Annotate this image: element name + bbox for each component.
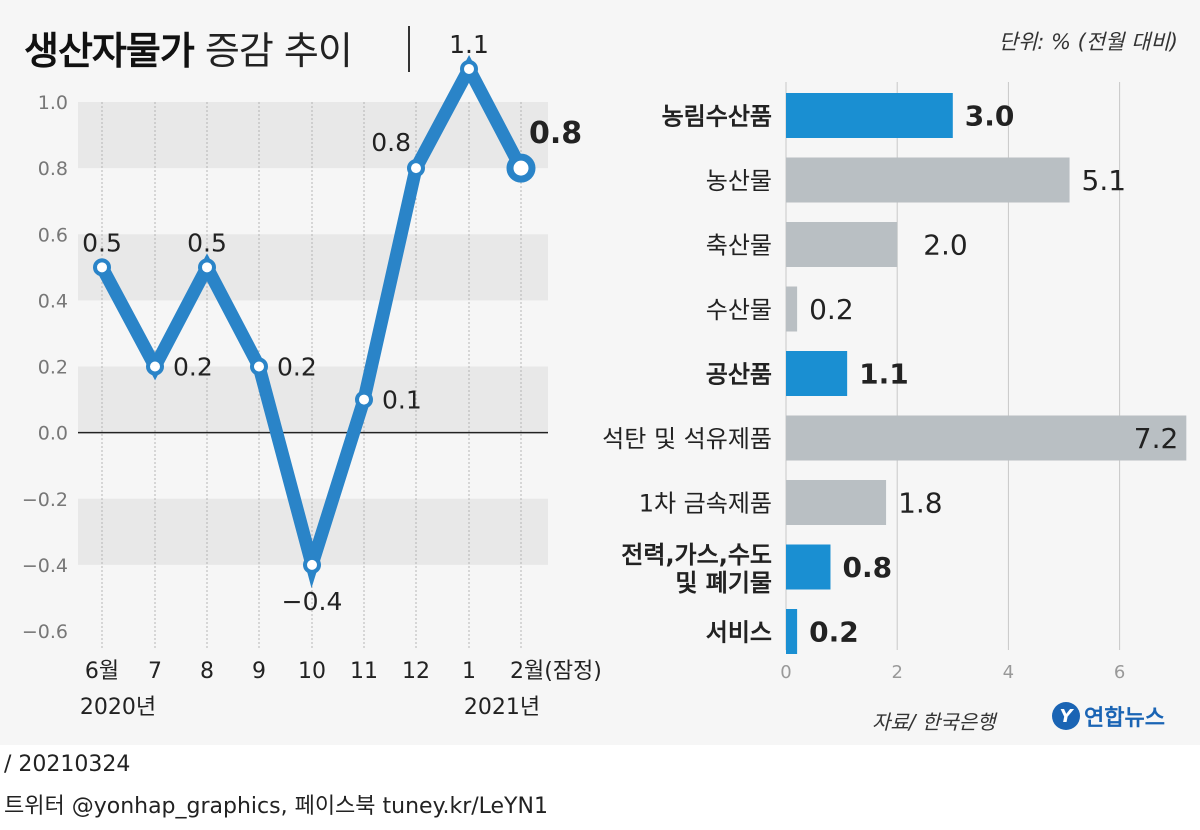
data-label: 0.2 [173, 353, 213, 382]
bar [786, 544, 831, 590]
y-tick-label: −0.4 [22, 555, 68, 577]
bar [786, 157, 1070, 203]
value-label: 2.0 [923, 229, 968, 262]
footer-social: 트위터 @yonhap_graphics, 페이스북 tuney.kr/LeYN… [4, 794, 548, 819]
x-tick-label: 2 [891, 662, 902, 683]
value-label: 0.2 [809, 293, 854, 326]
x-tick-label: 10 [298, 659, 326, 684]
data-point [460, 59, 478, 78]
data-point [355, 390, 373, 409]
y-tick-label: 0.4 [38, 290, 68, 312]
data-label: 0.1 [382, 386, 422, 415]
title-divider [408, 26, 410, 72]
yonhap-logo: Y 연합뉴스 [1052, 700, 1165, 732]
x-tick-label: 7 [148, 659, 162, 684]
yonhap-logo-icon: Y [1052, 702, 1080, 730]
data-point [250, 357, 268, 376]
bar [786, 93, 953, 138]
category-label: 농림수산품 [662, 103, 772, 131]
data-label: 0.8 [371, 128, 411, 157]
bar-chart: 0 2 4 6 농림수산품 3.0 농산물 5.1 축산물 2.0 수산물 0.2 공산품 1.1 석탄 및… [602, 82, 1187, 683]
x-tick-label: 6월 [85, 659, 119, 684]
category-label: 공산품 [706, 361, 772, 389]
y-tick-label: −0.6 [22, 621, 68, 643]
x-tick-label: 12 [402, 659, 430, 684]
x-tick-label: 0 [780, 662, 791, 683]
value-label: 1.8 [898, 487, 943, 520]
x-tick-label: 1 [462, 659, 476, 684]
bar [786, 480, 887, 525]
bar [786, 415, 1187, 461]
category-label: 석탄 및 석유제품 [602, 425, 772, 453]
category-label: 1차 금속제품 [639, 490, 772, 518]
unit-label: 단위: % (전월 대비) [998, 30, 1178, 54]
data-label: 0.5 [82, 228, 122, 257]
bar [786, 609, 798, 654]
data-point [146, 357, 164, 376]
title-light: 증감 추이 [204, 29, 353, 73]
y-tick-label: −0.2 [22, 489, 68, 511]
x-tick-label: 2월(잠정) [510, 659, 602, 684]
year-label: 2021년 [464, 695, 540, 720]
data-label: −0.4 [282, 587, 343, 616]
chart-title: 생산자물가 증감 추이 [24, 20, 353, 75]
data-point [407, 159, 425, 178]
category-label: 서비스 [706, 619, 772, 647]
value-label: 1.1 [859, 358, 909, 391]
y-tick-label: 1.0 [38, 92, 68, 114]
bar [786, 351, 848, 396]
category-label: 수산물 [706, 296, 772, 324]
x-tick-label: 11 [350, 659, 378, 684]
x-tick-label: 8 [200, 659, 214, 684]
value-label: 0.2 [809, 616, 859, 649]
year-label: 2020년 [80, 695, 156, 720]
footer-date: / 20210324 [4, 752, 131, 777]
category-label: 및 폐기물 [675, 569, 772, 597]
x-tick-label: 9 [252, 659, 266, 684]
value-label: 7.2 [1134, 422, 1179, 455]
value-label: 3.0 [965, 100, 1015, 133]
y-tick-label: 0.0 [38, 423, 68, 445]
data-label: 1.1 [449, 30, 489, 59]
line-chart: 1.0 0.8 0.6 0.4 0.2 0.0 −0.2 −0.4 −0.6 0.5 0.2 0.5 0… [22, 30, 602, 720]
value-label: 5.1 [1082, 164, 1127, 197]
title-bold: 생산자물가 [24, 29, 195, 73]
y-tick-label: 0.8 [38, 158, 68, 180]
x-tick-label: 4 [1003, 662, 1014, 683]
source-label: 자료/ 한국은행 [872, 710, 996, 734]
grid-band [78, 102, 548, 169]
bar [786, 222, 898, 267]
grid-band [78, 234, 548, 301]
x-tick-label: 6 [1114, 662, 1125, 683]
data-label: 0.8 [529, 116, 582, 151]
data-label: 0.2 [277, 353, 317, 382]
data-point [303, 555, 321, 574]
data-point [506, 153, 536, 183]
y-tick-label: 0.2 [38, 357, 68, 379]
category-label: 축산물 [706, 232, 772, 260]
category-label: 전력,가스,수도 [621, 541, 772, 569]
y-tick-label: 0.6 [38, 224, 68, 246]
yonhap-logo-text: 연합뉴스 [1084, 706, 1165, 731]
data-label: 0.5 [187, 228, 227, 257]
data-point [198, 258, 216, 277]
bar [786, 286, 798, 332]
value-label: 0.8 [842, 551, 892, 584]
category-label: 농산물 [706, 167, 772, 195]
data-point [93, 258, 111, 277]
